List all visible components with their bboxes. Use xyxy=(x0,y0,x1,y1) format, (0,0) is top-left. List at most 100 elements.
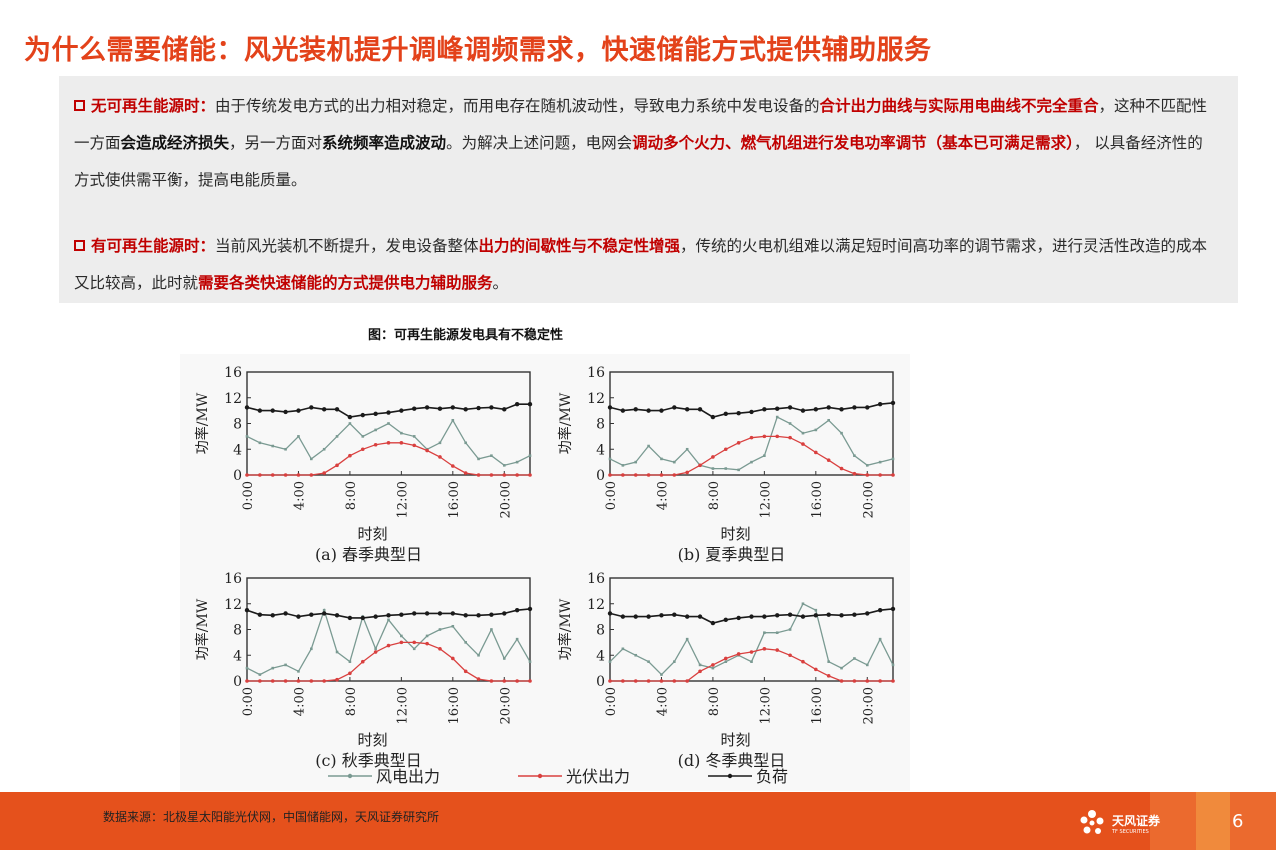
x-tick-label: 20:00 xyxy=(861,481,876,518)
data-point xyxy=(891,663,895,667)
x-tick-label: 8:00 xyxy=(707,481,722,510)
chart-panel-4: 0 4 8 12 16 0:00 4:00 8:00 12:00 16:00 20:00 功率/MW 时… xyxy=(557,571,896,770)
y-tick-label: 8 xyxy=(596,623,605,639)
data-point xyxy=(711,666,715,670)
data-point xyxy=(258,473,262,477)
data-point xyxy=(451,418,455,422)
plot-frame xyxy=(246,577,531,682)
y-tick-label: 12 xyxy=(224,391,242,407)
data-point xyxy=(775,613,780,618)
data-point xyxy=(762,407,767,412)
data-point xyxy=(697,407,703,412)
data-point xyxy=(814,667,818,672)
data-point xyxy=(775,631,779,635)
data-point xyxy=(608,457,612,461)
data-point xyxy=(374,647,377,651)
data-point xyxy=(685,679,689,683)
data-point xyxy=(723,656,728,661)
data-point xyxy=(347,615,353,621)
x-tick-label: 16:00 xyxy=(447,481,462,518)
chart-panel-2: 0 4 8 12 16 0:00 4:00 8:00 12:00 16:00 20:00 功率/MW 时… xyxy=(557,365,896,564)
y-tick-label: 12 xyxy=(587,597,605,613)
data-point xyxy=(685,637,689,641)
data-point xyxy=(360,615,365,621)
chart-title: (d) 冬季典型日 xyxy=(678,751,786,770)
data-point xyxy=(775,406,780,411)
data-point xyxy=(257,612,263,617)
data-point xyxy=(877,607,883,613)
data-point xyxy=(621,679,625,683)
data-point xyxy=(646,679,651,683)
data-point xyxy=(438,647,442,651)
data-point xyxy=(814,450,818,455)
x-tick-label: 4:00 xyxy=(292,687,307,716)
data-point xyxy=(852,471,857,476)
data-point xyxy=(399,640,404,645)
legend-marker xyxy=(727,773,733,779)
data-point xyxy=(424,405,430,410)
x-tick-label: 16:00 xyxy=(447,687,462,724)
data-point xyxy=(710,620,716,626)
data-point xyxy=(620,614,626,619)
y-tick-label: 4 xyxy=(596,442,605,458)
data-point xyxy=(515,473,519,477)
data-point xyxy=(826,612,831,617)
data-point xyxy=(736,652,741,656)
data-point xyxy=(647,660,650,663)
data-point xyxy=(685,447,689,451)
data-point xyxy=(527,606,533,612)
data-point xyxy=(489,612,494,617)
data-point xyxy=(450,405,456,410)
paragraph-no-renewables: 无可再生能源时：由于传统发电方式的出力相对稳定，而用电存在随机波动性，导致电力系… xyxy=(74,88,1214,199)
data-point xyxy=(489,473,494,477)
data-point xyxy=(813,613,819,618)
data-point xyxy=(608,473,612,477)
data-point xyxy=(801,659,805,664)
y-tick-label: 4 xyxy=(233,442,242,458)
data-point xyxy=(309,473,314,477)
data-point xyxy=(502,657,506,660)
data-point xyxy=(673,460,676,464)
data-point xyxy=(412,443,417,448)
data-point xyxy=(621,464,625,467)
data-point xyxy=(762,434,767,439)
data-point xyxy=(386,613,391,618)
data-point xyxy=(438,455,442,459)
y-tick-label: 8 xyxy=(596,417,605,433)
data-point xyxy=(515,679,519,683)
data-point xyxy=(309,612,314,617)
data-point xyxy=(515,637,519,641)
para1-lead: 无可再生能源时： xyxy=(91,97,216,115)
data-point xyxy=(373,411,378,417)
y-tick-label: 16 xyxy=(587,571,605,587)
data-point xyxy=(334,407,340,412)
data-point xyxy=(348,671,352,676)
x-tick-label: 8:00 xyxy=(707,687,722,716)
para1-text-3: ，另一方面对 xyxy=(229,134,323,152)
data-point xyxy=(490,454,493,457)
data-point xyxy=(386,643,391,648)
data-point xyxy=(271,444,275,448)
y-tick-label: 0 xyxy=(596,674,605,690)
data-point xyxy=(878,637,882,641)
data-point xyxy=(348,422,352,425)
data-point xyxy=(476,613,481,618)
data-point xyxy=(852,612,857,617)
chart-title: (c) 秋季典型日 xyxy=(315,751,422,770)
y-tick-label: 16 xyxy=(224,365,242,381)
data-point xyxy=(347,414,353,420)
data-point xyxy=(865,473,870,477)
data-point xyxy=(438,628,442,631)
y-tick-label: 12 xyxy=(587,391,605,407)
y-tick-label: 12 xyxy=(224,597,242,613)
x-tick-label: 4:00 xyxy=(655,687,670,716)
data-point xyxy=(608,679,612,683)
data-point xyxy=(412,647,416,651)
data-point xyxy=(514,401,520,407)
data-point xyxy=(607,405,613,410)
x-tick-label: 8:00 xyxy=(344,687,359,716)
page-title: 为什么需要储能：风光装机提升调峰调频需求，快速储能方式提供辅助服务 xyxy=(24,35,932,66)
series-line-2 xyxy=(247,641,530,682)
data-point xyxy=(528,473,532,477)
data-point xyxy=(412,435,416,438)
